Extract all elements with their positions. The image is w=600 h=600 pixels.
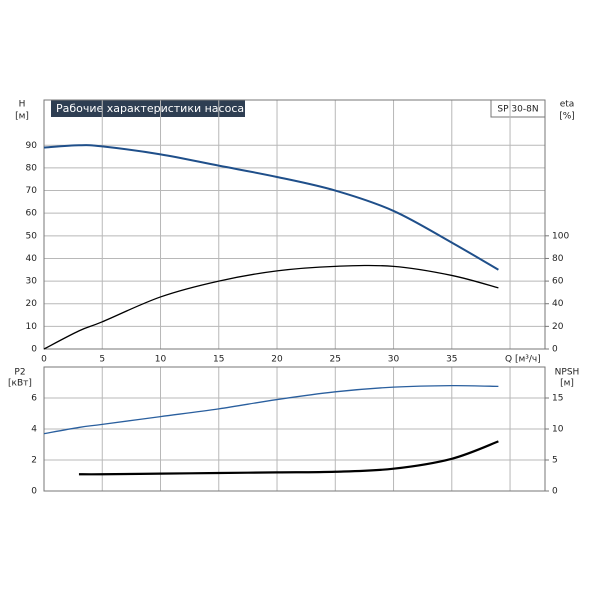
y2-tick-label: 40	[552, 299, 564, 309]
y-tick-label: 90	[26, 141, 38, 151]
y2-tick-label: 80	[552, 254, 564, 264]
y-tick-label: 80	[26, 163, 38, 173]
plot-frame	[43, 99, 546, 350]
y-label: H	[19, 100, 26, 110]
y-tick-label: 70	[26, 186, 38, 196]
line-series	[43, 144, 499, 271]
x-tick-label: 25	[330, 355, 341, 365]
y2-tick-label: 100	[552, 231, 569, 241]
x-tick-label: 10	[155, 355, 167, 365]
x-tick-label: 30	[388, 355, 400, 365]
y2-label: eta	[560, 100, 575, 110]
line-series	[43, 264, 499, 350]
x-tick-label: 15	[213, 355, 224, 365]
y-tick-label: 6	[31, 394, 37, 404]
title-box	[51, 100, 245, 117]
y2-tick-label: 15	[552, 394, 563, 404]
y-tick-label: 30	[26, 277, 38, 287]
y2-label: NPSH	[555, 368, 580, 378]
line-series	[43, 384, 499, 435]
y-tick-label: 40	[26, 254, 38, 264]
y2-tick-label: 0	[552, 487, 558, 497]
x-axis-label: Q [м³/ч]	[505, 355, 541, 365]
y-tick-label: 0	[31, 487, 37, 497]
y2-unit: [%]	[559, 112, 575, 122]
plot-frame	[43, 366, 546, 492]
y-tick-label: 0	[31, 345, 37, 355]
x-tick-label: 0	[41, 355, 47, 365]
y-label: P2	[14, 368, 25, 378]
y2-tick-label: 10	[552, 425, 564, 435]
y2-tick-label: 5	[552, 456, 558, 466]
y-unit: [кВт]	[8, 379, 32, 389]
y2-tick-label: 0	[552, 345, 558, 355]
chart-subtitle: SP 30-8N	[497, 105, 538, 115]
x-tick-label: 20	[271, 355, 283, 365]
x-tick-label: 35	[446, 355, 457, 365]
y2-unit: [м]	[560, 379, 574, 389]
y-tick-label: 50	[26, 231, 38, 241]
y-tick-label: 60	[26, 209, 38, 219]
y-tick-label: 2	[31, 456, 37, 466]
y-tick-label: 10	[26, 322, 38, 332]
y2-tick-label: 60	[552, 277, 564, 287]
x-tick-label: 5	[99, 355, 105, 365]
y-tick-label: 4	[31, 425, 37, 435]
chart-title: Рабочие характеристики насоса	[56, 102, 244, 115]
y2-tick-label: 20	[552, 322, 564, 332]
y-unit: [м]	[15, 112, 29, 122]
y-tick-label: 20	[26, 299, 38, 309]
line-series	[78, 440, 499, 476]
